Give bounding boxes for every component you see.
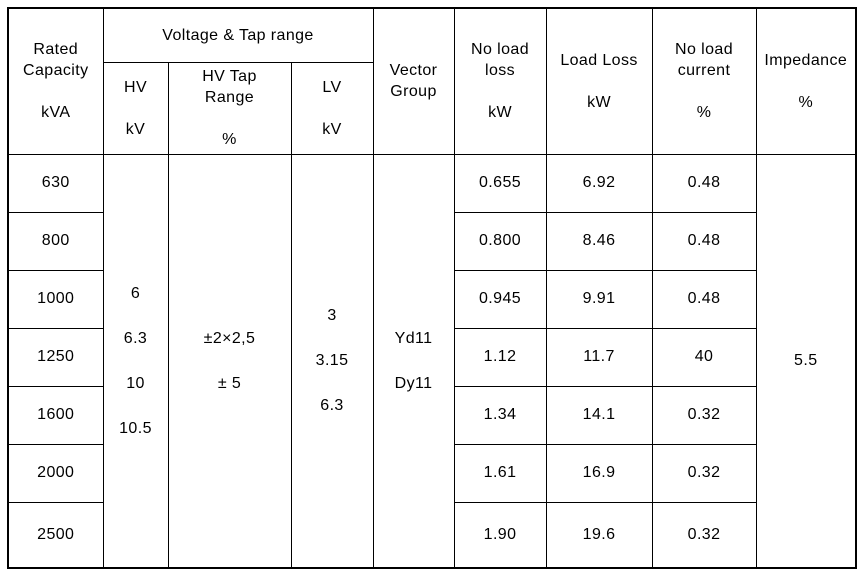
header-voltage-tap-range: Voltage & Tap range	[102, 7, 374, 63]
no-load-current-cell: 0.48	[651, 211, 757, 271]
hv-tap-range-values-cell: ±2×2,5 ± 5	[167, 153, 292, 569]
table-row: 1000 0.945 9.91 0.48	[7, 269, 856, 329]
no-load-current-cell: 40	[651, 327, 757, 387]
no-load-loss-cell: 0.800	[453, 211, 547, 271]
capacity-cell: 1000	[7, 269, 104, 329]
no-load-current-cell: 0.48	[651, 269, 757, 329]
vector-group-values-cell: Yd11 Dy11	[372, 153, 455, 569]
capacity-cell: 1600	[7, 385, 104, 445]
no-load-current-cell: 0.32	[651, 385, 757, 445]
table-row: 2500 1.90 19.6 0.32	[7, 501, 856, 569]
no-load-current-cell: 0.32	[651, 501, 757, 569]
no-load-loss-cell: 0.655	[453, 153, 547, 213]
table-row: 1250 1.12 11.7 40	[7, 327, 856, 387]
header-hv: HV kV	[102, 61, 169, 155]
header-hv-tap-range: HV Tap Range %	[167, 61, 292, 155]
load-loss-cell: 14.1	[545, 385, 653, 445]
table-row: 630 6 6.3 10 10.5 ±2×2,5 ± 5 3 3.15 6.3 …	[7, 153, 857, 569]
capacity-cell: 630	[7, 153, 104, 213]
capacity-cell: 2500	[7, 501, 104, 569]
no-load-current-cell: 0.48	[651, 153, 757, 213]
table-row: 2000 1.61 16.9 0.32	[7, 443, 856, 503]
no-load-loss-cell: 1.12	[453, 327, 547, 387]
header-no-load-loss: No load loss kW	[453, 7, 547, 155]
load-loss-cell: 8.46	[545, 211, 653, 271]
no-load-loss-cell: 1.61	[453, 443, 547, 503]
capacity-cell: 1250	[7, 327, 104, 387]
table-row: 1600 1.34 14.1 0.32	[7, 385, 856, 445]
lv-values-cell: 3 3.15 6.3	[290, 153, 374, 569]
load-loss-cell: 19.6	[545, 501, 653, 569]
impedance-value-cell: 5.5	[755, 153, 857, 569]
header-no-load-current: No load current %	[651, 7, 757, 155]
transformer-spec-table: Rated Capacity kVA Voltage & Tap range V…	[7, 7, 858, 569]
load-loss-cell: 6.92	[545, 153, 653, 213]
no-load-current-cell: 0.32	[651, 443, 757, 503]
load-loss-cell: 16.9	[545, 443, 653, 503]
hv-values-cell: 6 6.3 10 10.5	[102, 153, 169, 569]
load-loss-cell: 11.7	[545, 327, 653, 387]
header-rated-capacity: Rated Capacity kVA	[7, 7, 104, 155]
header-load-loss: Load Loss kW	[545, 7, 653, 155]
header-vector-group: Vector Group	[372, 7, 455, 155]
header-impedance: Impedance %	[755, 7, 857, 155]
table-row: 800 0.800 8.46 0.48	[7, 211, 856, 271]
no-load-loss-cell: 1.90	[453, 501, 547, 569]
capacity-cell: 2000	[7, 443, 104, 503]
capacity-cell: 800	[7, 211, 104, 271]
no-load-loss-cell: 1.34	[453, 385, 547, 445]
load-loss-cell: 9.91	[545, 269, 653, 329]
no-load-loss-cell: 0.945	[453, 269, 547, 329]
header-lv: LV kV	[290, 61, 374, 155]
